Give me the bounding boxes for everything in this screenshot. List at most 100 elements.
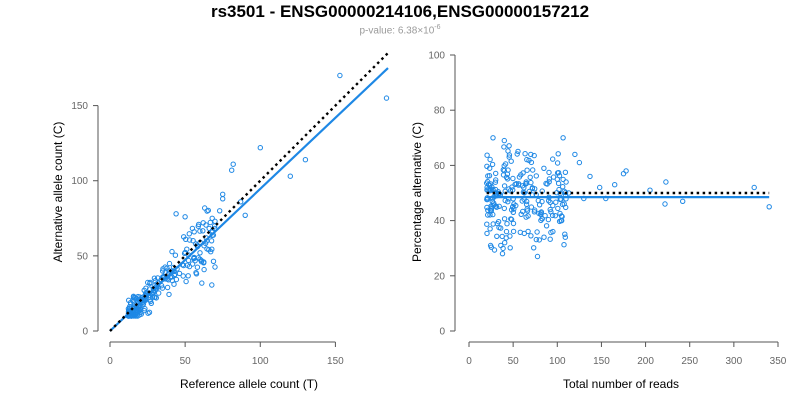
pvalue-times: × [417,25,424,37]
right-data-point [587,173,593,180]
right-data-point [487,226,493,232]
right-data-point [663,179,669,185]
right-data-point [562,234,568,240]
right-data-point [486,173,493,179]
right-data-point [562,189,569,196]
right-data-point [766,204,772,210]
right-data-point [505,167,511,173]
right-data-point [546,179,552,185]
right-data-point [495,219,502,225]
right-data-point [489,161,496,168]
right-y-tick-label: 80 [434,106,446,117]
right-data-point [492,186,499,193]
left-data-point [287,173,293,179]
right-data-point [536,237,542,243]
left-y-axis-title: Alternative allele count (C) [51,122,65,263]
pvalue-subtitle: p-value: 6.38×10-6 [0,24,800,36]
right-data-point [559,201,566,208]
right-data-point [543,223,550,229]
left-data-point [202,205,208,211]
left-data-point [176,270,183,277]
left-data-point [197,250,203,256]
right-data-point [561,188,567,195]
right-data-point [563,179,569,185]
left-data-point [220,196,226,202]
left-data-point [138,311,145,317]
pvalue-label: p-value: [359,25,398,37]
right-data-point [516,181,522,187]
right-data-point [503,228,510,235]
left-data-point [146,309,153,315]
right-data-point [561,242,567,248]
right-data-point [520,170,526,176]
right-x-tick-label: 200 [637,356,654,367]
left-data-point [142,306,148,312]
right-data-point [546,198,552,204]
left-data-point [169,277,176,284]
left-data-point [159,268,166,274]
left-reference-line [109,52,389,332]
right-x-tick-label: 100 [549,356,566,367]
left-x-tick-label: 0 [107,356,113,367]
right-data-point [547,199,553,206]
right-data-point [510,175,516,182]
right-data-point [525,228,531,235]
right-y-tick-label: 0 [439,327,445,338]
right-data-point [514,151,520,157]
right-data-point [499,251,506,257]
right-y-tick-label: 100 [428,51,445,62]
right-data-point [549,212,556,219]
left-data-point [200,220,206,226]
left-data-point [164,265,170,271]
right-data-point [542,213,548,219]
left-y-tick-label: 150 [71,101,88,112]
right-data-point [534,253,541,260]
right-data-point [505,199,511,205]
right-data-point [531,152,537,159]
right-data-point [528,204,535,210]
right-data-point [501,183,508,189]
left-fit-line [109,67,389,332]
right-data-point [515,148,521,155]
left-data-point [151,275,158,281]
right-data-point [550,228,556,235]
right-data-point [553,199,559,205]
right-data-point [518,211,524,218]
right-data-point [501,144,507,150]
right-data-point [523,201,530,208]
right-y-axis-title: Percentage alternative (C) [410,122,424,262]
right-data-point [489,198,495,205]
right-scatter-panel: Total number of reads Percentage alterna… [410,51,787,392]
right-data-point [510,203,516,210]
left-x-tick-label: 50 [180,356,192,367]
left-data-point [383,95,390,101]
right-data-point [612,182,618,188]
left-data-point [200,228,206,234]
right-x-tick-label: 0 [466,356,472,367]
right-data-point [527,174,533,181]
right-data-point [490,135,496,141]
right-data-point [510,228,517,235]
right-data-point [494,204,500,210]
right-data-point [492,179,499,185]
right-data-point [494,233,500,240]
right-data-point [510,220,517,227]
right-data-point [502,240,508,246]
pvalue-mantissa: 6.38 [397,25,418,37]
right-data-point [508,158,514,164]
right-data-point [546,176,553,182]
left-data-point [164,284,171,291]
right-data-point [563,204,569,211]
right-data-point [508,207,515,213]
right-data-point [507,245,513,251]
left-y-tick-label: 0 [82,327,88,338]
right-data-point [560,176,566,183]
right-data-point [507,188,514,194]
right-data-point [493,177,499,183]
right-data-point [522,151,528,157]
left-x-tick-label: 100 [252,356,269,367]
right-data-point [597,184,603,191]
right-data-point [576,159,583,166]
right-data-point [647,187,653,193]
right-data-point [531,209,538,215]
